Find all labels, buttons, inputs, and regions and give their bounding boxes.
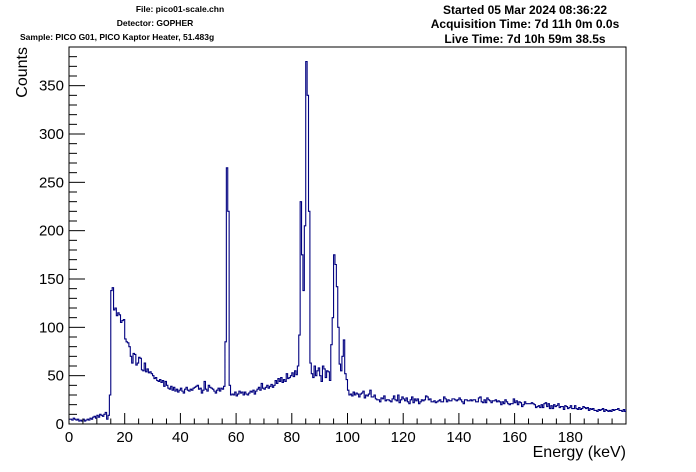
x-tick-label: 20 <box>116 429 133 446</box>
x-tick-label: 80 <box>283 429 300 446</box>
y-tick-label: 350 <box>39 78 64 95</box>
detector-label: Detector: GOPHER <box>116 18 194 28</box>
y-tick-label: 50 <box>47 368 64 385</box>
x-tick-label: 160 <box>502 429 527 446</box>
y-axis-label: Counts <box>14 47 31 98</box>
axis-ticks: 0 20 40 60 80 100 120 140 160 180 0 50 100 150 200 250 3… <box>39 46 627 446</box>
y-tick-label: 0 <box>56 416 64 433</box>
spectrum-series-line <box>69 60 626 422</box>
started-label: Started 05 Mar 2024 08:36:22 <box>442 3 608 17</box>
x-tick-label: 180 <box>558 429 583 446</box>
plot-area <box>68 46 627 425</box>
y-tick-label: 250 <box>39 174 64 191</box>
x-tick-label: 140 <box>446 429 471 446</box>
y-tick-label: 100 <box>39 319 64 336</box>
acquisition-time-label: Acquisition Time: 7d 11h 0m 0.0s <box>430 17 620 31</box>
x-axis-label: Energy (keV) <box>533 444 626 461</box>
live-time-label: Live Time: 7d 10h 59m 38.5s <box>444 32 606 46</box>
x-tick-label: 100 <box>335 429 360 446</box>
x-tick-label: 120 <box>391 429 416 446</box>
x-tick-label: 40 <box>172 429 189 446</box>
x-tick-label: 0 <box>65 429 73 446</box>
x-tick-label: 60 <box>228 429 245 446</box>
file-label: File: pico01-scale.chn <box>135 4 225 14</box>
plot-frame <box>68 46 627 425</box>
sample-label: Sample: PICO G01, PICO Kaptor Heater, 51… <box>20 32 215 42</box>
y-tick-label: 200 <box>39 223 64 240</box>
y-tick-label: 150 <box>39 271 64 288</box>
y-tick-label: 300 <box>39 126 64 143</box>
